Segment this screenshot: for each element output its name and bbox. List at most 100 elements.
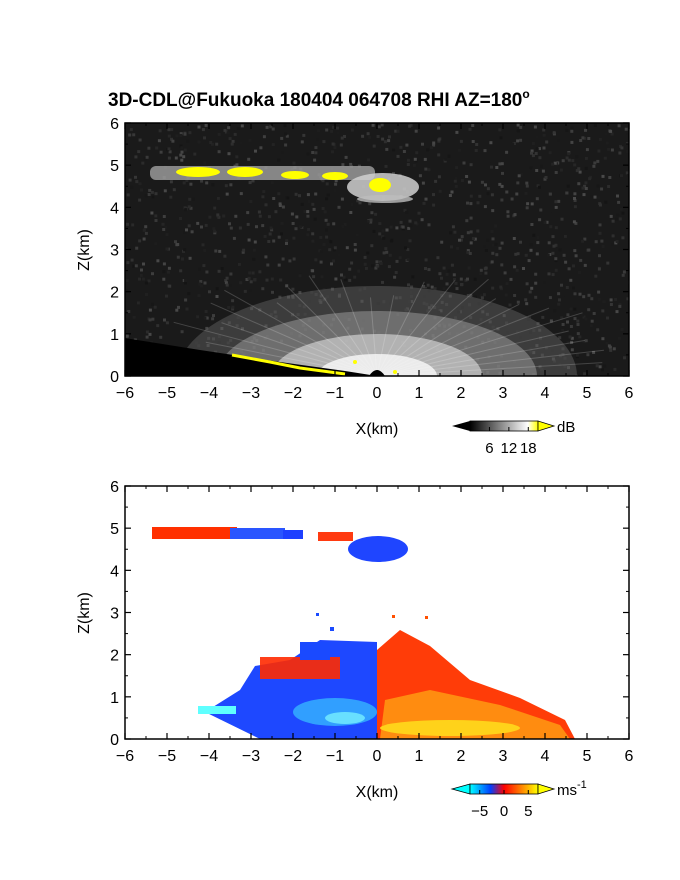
noise-pixel [359, 123, 363, 127]
noise-pixel [453, 179, 457, 183]
noise-pixel [203, 316, 207, 320]
cloud-layer-positive [152, 527, 237, 539]
noise-pixel [269, 125, 273, 129]
noise-pixel [274, 210, 278, 214]
noise-pixel [381, 137, 385, 141]
noise-pixel [516, 300, 520, 304]
noise-pixel [138, 277, 141, 281]
noise-pixel [560, 316, 564, 320]
noise-pixel [186, 139, 190, 143]
noise-pixel [203, 136, 206, 140]
noise-pixel [499, 285, 503, 289]
noise-pixel [611, 219, 615, 223]
noise-pixel [505, 150, 509, 154]
noise-pixel [421, 181, 425, 185]
noise-pixel [598, 365, 602, 369]
noise-pixel [405, 143, 409, 147]
noise-pixel [368, 135, 372, 139]
noise-pixel [333, 189, 337, 192]
noise-pixel [198, 282, 202, 286]
noise-pixel [620, 328, 624, 332]
noise-pixel [607, 344, 611, 348]
noise-pixel [406, 158, 410, 162]
noise-pixel [406, 257, 410, 261]
noise-pixel [283, 124, 287, 128]
mid-level-positive-strip [260, 657, 340, 679]
noise-pixel [298, 291, 302, 295]
noise-pixel [229, 226, 233, 230]
noise-pixel [587, 308, 591, 312]
noise-pixel [545, 220, 549, 224]
noise-pixel [341, 224, 345, 228]
noise-pixel [456, 246, 460, 250]
noise-pixel [232, 236, 236, 240]
noise-pixel [483, 149, 487, 153]
noise-pixel [625, 150, 629, 154]
noise-pixel [450, 190, 454, 194]
noise-pixel [204, 310, 208, 313]
noise-pixel [596, 184, 600, 188]
noise-pixel [208, 290, 211, 294]
noise-pixel [172, 188, 176, 192]
noise-pixel [494, 242, 498, 246]
noise-pixel [585, 148, 589, 152]
x-tick-label: 4 [541, 385, 550, 402]
noise-pixel [415, 151, 419, 155]
noise-pixel [324, 218, 328, 222]
noise-pixel [163, 189, 167, 193]
noise-pixel [222, 214, 226, 218]
noise-pixel [148, 318, 152, 322]
noise-pixel [165, 294, 168, 298]
noise-pixel [535, 147, 539, 151]
noise-pixel [372, 229, 376, 233]
noise-pixel [319, 235, 323, 239]
noise-pixel [480, 180, 484, 184]
colorbar-tick-label: 18 [520, 440, 537, 457]
noise-pixel [187, 224, 191, 228]
noise-pixel [513, 265, 517, 269]
noise-pixel [202, 264, 206, 268]
noise-pixel [473, 277, 477, 281]
noise-pixel [167, 156, 171, 160]
noise-pixel [271, 290, 274, 294]
noise-pixel [156, 324, 160, 328]
noise-pixel [516, 129, 520, 133]
noise-pixel [169, 180, 173, 184]
noise-pixel [231, 305, 235, 309]
noise-pixel [500, 162, 504, 166]
noise-pixel [424, 258, 428, 262]
noise-pixel [363, 255, 367, 259]
noise-pixel [420, 218, 424, 222]
noise-pixel [333, 146, 337, 150]
noise-pixel [205, 181, 209, 185]
noise-pixel [593, 124, 597, 127]
noise-pixel [349, 162, 353, 166]
noise-pixel [314, 151, 318, 155]
noise-pixel [543, 177, 547, 181]
noise-pixel [396, 154, 400, 158]
x-tick-label: −4 [200, 748, 218, 765]
noise-pixel [534, 281, 538, 285]
noise-pixel [154, 192, 158, 196]
noise-pixel [138, 182, 142, 186]
noise-pixel [597, 267, 601, 271]
noise-pixel [214, 249, 218, 253]
noise-pixel [570, 129, 574, 133]
noise-pixel [188, 131, 192, 135]
noise-pixel [314, 258, 318, 262]
noise-pixel [245, 278, 249, 281]
noise-pixel [294, 227, 298, 231]
noise-pixel [234, 214, 238, 218]
noise-pixel [357, 269, 361, 273]
noise-pixel [150, 190, 154, 194]
noise-pixel [332, 248, 336, 252]
noise-pixel [625, 142, 629, 145]
noise-pixel [582, 193, 586, 197]
noise-pixel [551, 235, 555, 239]
noise-pixel [224, 279, 228, 283]
noise-pixel [565, 128, 569, 132]
noise-pixel [137, 150, 141, 154]
noise-pixel [323, 210, 327, 214]
noise-pixel [421, 142, 424, 146]
